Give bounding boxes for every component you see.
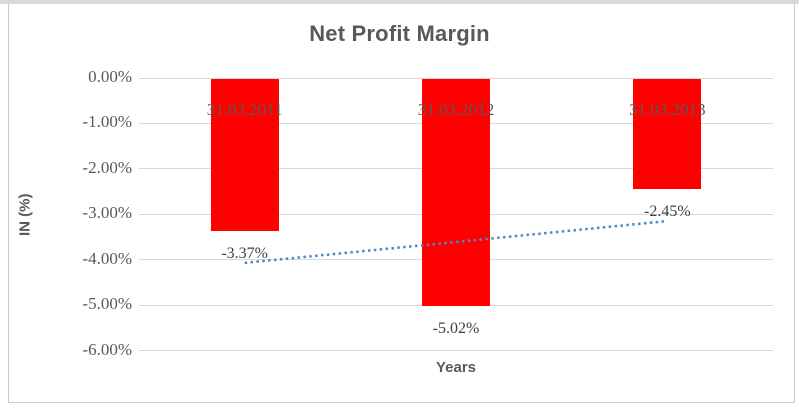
window-top-strip — [0, 0, 799, 4]
bar-31.03.2013 — [633, 79, 702, 190]
gridline — [139, 350, 773, 351]
value-label: -3.37% — [221, 245, 268, 263]
chart-border — [8, 4, 795, 403]
y-tick-label: -3.00% — [82, 203, 132, 223]
bar-31.03.2012 — [422, 79, 490, 306]
category-label: 31.03.2012 — [417, 100, 495, 119]
y-tick-label: -2.00% — [82, 157, 132, 177]
bar-31.03.2011 — [210, 79, 279, 232]
y-tick-label: 0.00% — [88, 67, 132, 86]
y-axis-title: IN (%) — [16, 193, 34, 236]
chart-title: Net Profit Margin — [309, 21, 490, 46]
y-tick-label: -5.00% — [82, 294, 132, 314]
y-tick-label: -6.00% — [82, 339, 132, 359]
gridline — [139, 77, 773, 79]
y-tick-label: -4.00% — [82, 248, 132, 268]
x-axis-title: Years — [435, 359, 477, 376]
category-label: 31.03.2013 — [629, 100, 706, 119]
value-label: -2.45% — [644, 203, 691, 221]
category-label: 31.03.2011 — [206, 100, 283, 119]
y-tick-label: -1.00% — [82, 112, 132, 132]
value-label: -5.02% — [432, 319, 480, 337]
